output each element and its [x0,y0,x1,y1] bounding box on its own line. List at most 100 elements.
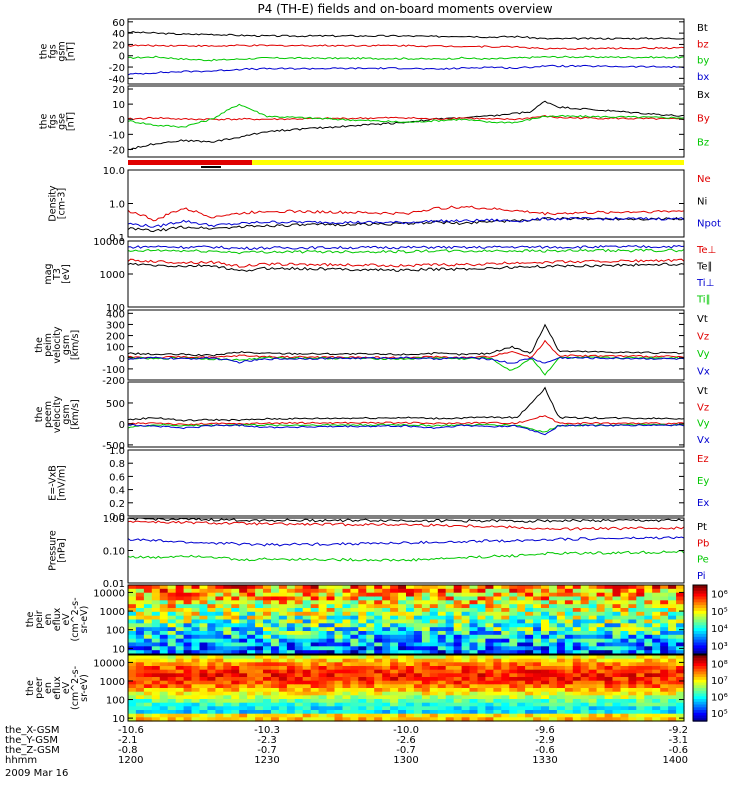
spectrogram-cell [493,677,502,682]
spectrogram-cell [143,658,153,663]
spectrogram-cell [167,627,177,632]
spectrogram-cell [469,666,478,671]
spectrogram-cell [223,600,232,605]
spectrogram-cell [255,623,264,628]
spectrogram-cell [676,585,685,590]
spectrogram-cell [398,619,407,624]
y-axis-label: [eV] [61,264,72,284]
spectrogram-cell [421,623,431,628]
spectrogram-cell [525,680,534,685]
spectrogram-cell [596,688,606,693]
spectrogram-cell [350,600,359,605]
spectrogram-cell [207,688,216,693]
spectrogram-cell [413,604,423,609]
spectrogram-cell [239,710,248,715]
spectrogram-cell [564,642,574,647]
spectrogram-cell [231,642,240,647]
spectrogram-cell [223,702,232,707]
spectrogram-cell [461,608,471,613]
spectrogram-cell [382,596,391,601]
spectrogram-cell [676,691,685,696]
spectrogram-cell [183,627,193,632]
spectrogram-cell [366,717,375,722]
spectrogram-cell [636,631,645,636]
spectrogram-cell [660,646,669,651]
spectrogram-cell [406,680,415,685]
spectrogram-cell [469,702,478,707]
spectrogram-cell [143,699,153,704]
spectrogram-cell [398,691,407,696]
spectrogram-cell [501,588,510,594]
spectrogram-cell [175,710,185,715]
spectrogram-cell [461,710,471,715]
spectrogram-cell [223,623,232,628]
colorbar-segment [693,605,707,609]
spectrogram-cell [398,699,407,704]
spectrogram-cell [612,604,621,609]
legend-label: Vx [697,367,710,378]
spectrogram-cell [572,611,582,617]
spectrogram-cell [469,623,478,628]
spectrogram-cell [366,684,375,689]
spectrogram-cell [525,662,534,667]
spectrogram-cell [366,608,375,613]
spectrogram-cell [588,604,598,609]
legend-label: Bz [697,137,709,148]
spectrogram-cell [644,673,653,678]
spectrogram-cell [588,588,598,594]
spectrogram-cell [199,592,208,598]
spectrogram-cell [406,634,415,640]
spectrogram-cell [437,611,447,617]
spectrogram-cell [517,623,526,628]
spectrogram-cell [175,588,185,594]
spectrogram-cell [318,615,328,621]
spectrogram-cell [143,623,153,628]
spectrogram-cell [167,634,177,640]
spectrogram-cell [286,600,296,605]
spectrogram-cell [191,646,200,651]
spectrogram-cell [596,655,606,660]
spectrogram-cell [247,600,256,605]
colorbar-label: 10⁵ [711,607,728,618]
y-axis-label: (cm^2-s- [70,598,81,642]
colorbar-label: 10³ [711,641,728,652]
spectrogram-cell [159,669,169,674]
spectrogram-cell [326,684,336,689]
spectrogram-cell [350,673,359,678]
spectrogram-cell [549,699,558,704]
spectrogram-cell [596,717,606,722]
spectrogram-cell [549,627,558,632]
spectrogram-cell [469,592,478,598]
spectrogram-cell [390,592,399,598]
spectrogram-cell [215,691,224,696]
y-tick-label: 1.0 [109,200,125,211]
spectrogram-cell [151,666,161,671]
spectrogram-cell [271,688,280,693]
spectrogram-cell [660,634,669,640]
spectrogram-cell [278,669,288,674]
colorbar-label: 10⁶ [711,590,728,601]
spectrogram-cell [572,634,582,640]
colorbar-segment [693,602,707,606]
spectrogram-cell [676,684,685,689]
spectrogram-cell [199,600,208,605]
y-tick-label: 0.4 [109,486,125,497]
spectrogram-cell [263,699,272,704]
spectrogram-cell [159,596,169,601]
spectrogram-cell [175,604,185,609]
spectrogram-cell [525,695,534,700]
spectrogram-cell [596,695,606,700]
spectrogram-cell [278,596,288,601]
spectrogram-cell [374,655,383,660]
spectrogram-cell [533,717,542,722]
spectrogram-cell [620,662,629,667]
spectrogram-cell [334,585,343,590]
spectrogram-cell [564,596,574,601]
spectrogram-cell [437,713,447,718]
spectrogram-cell [469,646,478,651]
spectrogram-cell [398,588,407,594]
y-tick-label: -20 [109,145,125,156]
colorbar-segment [693,707,707,711]
spectrogram-cell [676,604,685,609]
